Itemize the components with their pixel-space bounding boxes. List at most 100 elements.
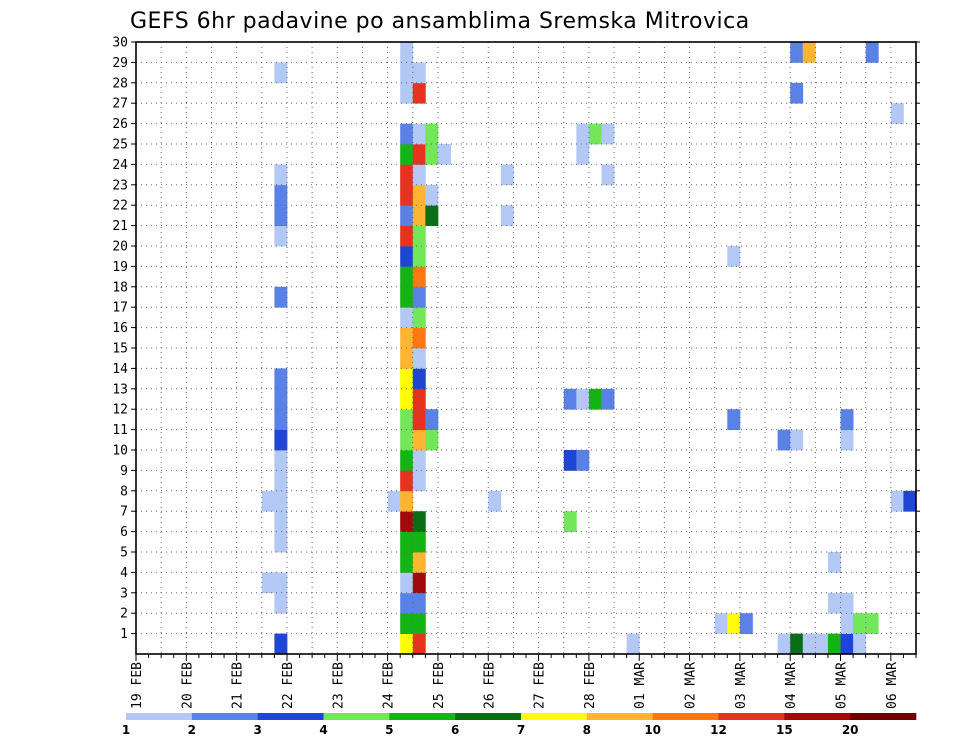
heatmap-cell xyxy=(727,613,741,634)
colorbar-label: 3 xyxy=(253,723,261,737)
heatmap-cell xyxy=(563,388,577,410)
colorbar-swatch xyxy=(191,713,258,720)
heatmap-cell xyxy=(576,144,590,165)
heatmap-cell xyxy=(576,123,590,145)
x-tick-label: 27 FEB xyxy=(533,662,548,709)
heatmap-cell xyxy=(412,144,426,165)
colorbar-label: 6 xyxy=(451,723,459,737)
heatmap-cell xyxy=(802,42,816,63)
y-tick-label: 10 xyxy=(112,444,128,459)
y-tick-label: 22 xyxy=(112,199,128,214)
heatmap-cell xyxy=(274,286,288,308)
heatmap-cell xyxy=(400,490,414,512)
y-axis-ticks: 1234567891011121314151617181920212223242… xyxy=(112,36,920,642)
heatmap-cell xyxy=(274,470,288,492)
colorbar-label: 10 xyxy=(644,723,661,737)
y-tick-label: 26 xyxy=(112,117,128,132)
heatmap-cell xyxy=(412,531,426,553)
y-tick-label: 20 xyxy=(112,240,128,255)
colorbar-swatch xyxy=(850,713,917,720)
colorbar-label: 12 xyxy=(710,723,727,737)
heatmap-cell xyxy=(274,450,288,471)
heatmap-cell xyxy=(601,388,615,410)
x-tick-label: 21 FEB xyxy=(231,662,246,709)
y-tick-label: 8 xyxy=(120,484,128,499)
heatmap-cell xyxy=(261,572,275,594)
colorbar-swatch xyxy=(455,713,522,720)
y-tick-label: 23 xyxy=(112,178,128,193)
x-tick-label: 28 FEB xyxy=(583,662,598,709)
heatmap-cell xyxy=(576,450,590,471)
heatmap-cell xyxy=(815,633,829,655)
x-tick-label: 04 MAR xyxy=(784,662,799,709)
heatmap-cell xyxy=(274,490,288,512)
y-tick-label: 11 xyxy=(112,423,128,438)
heatmap-cell xyxy=(400,613,414,634)
heatmap-cell xyxy=(400,450,414,471)
heatmap-cell xyxy=(274,368,288,390)
heatmap-cell xyxy=(274,388,288,410)
heatmap-cell xyxy=(400,429,414,451)
colorbar-label: 8 xyxy=(583,723,591,737)
colorbar: 1 2 3 4 5 6 7 8 10 12 15 20 xyxy=(122,713,917,737)
colorbar-label: 4 xyxy=(319,723,327,737)
heatmap-cell xyxy=(274,409,288,430)
heatmap-cell xyxy=(274,531,288,553)
heatmap-cell xyxy=(488,490,502,512)
y-tick-label: 4 xyxy=(120,566,128,581)
heatmap-cell xyxy=(412,266,426,288)
heatmap-cell xyxy=(400,572,414,594)
heatmap-cell xyxy=(412,82,426,104)
heatmap-cell xyxy=(840,409,854,430)
heatmap-cell xyxy=(425,205,439,226)
heatmap-cell xyxy=(412,225,426,247)
heatmap-cell xyxy=(412,286,426,308)
x-tick-label: 25 FEB xyxy=(432,662,447,709)
heatmap-cell xyxy=(890,490,904,512)
heatmap-cell xyxy=(274,572,288,594)
heatmap-cell xyxy=(790,633,804,655)
x-tick-label: 05 MAR xyxy=(835,662,850,709)
heatmap-cell xyxy=(601,123,615,145)
heatmap-cell xyxy=(865,613,879,634)
colorbar-label: 1 xyxy=(122,723,130,737)
heatmap-cell xyxy=(777,429,791,451)
heatmap-cell xyxy=(727,246,741,267)
y-tick-label: 18 xyxy=(112,280,128,295)
heatmap-cell xyxy=(412,184,426,206)
heatmap-cell xyxy=(400,164,414,186)
heatmap-cell xyxy=(840,429,854,451)
heatmap-cell xyxy=(827,592,841,614)
heatmap-cell xyxy=(387,490,401,512)
chart-grid xyxy=(136,42,916,654)
y-tick-label: 13 xyxy=(112,382,128,397)
heatmap-cell xyxy=(412,429,426,451)
heatmap-cell xyxy=(853,613,867,634)
y-tick-label: 12 xyxy=(112,403,128,418)
heatmap-cell xyxy=(274,511,288,532)
y-tick-label: 2 xyxy=(120,607,128,622)
heatmap-cell xyxy=(626,633,640,655)
heatmap-cell xyxy=(274,184,288,206)
y-tick-label: 3 xyxy=(120,586,128,601)
heatmap-cell xyxy=(853,633,867,655)
heatmap-cell xyxy=(274,62,288,84)
heatmap-cell xyxy=(790,82,804,104)
heatmap-cell xyxy=(802,633,816,655)
colorbar-swatch xyxy=(323,713,390,720)
heatmap-cell xyxy=(601,164,615,186)
heatmap-cell xyxy=(840,613,854,634)
heatmap-cell xyxy=(400,368,414,390)
heatmap-cell xyxy=(425,184,439,206)
y-tick-label: 1 xyxy=(120,627,128,642)
colorbar-swatch xyxy=(784,713,851,720)
heatmap-cell xyxy=(400,633,414,655)
heatmap-cell xyxy=(274,592,288,614)
heatmap-cell xyxy=(400,42,414,63)
heatmap-cell xyxy=(400,246,414,267)
heatmap-cell xyxy=(400,409,414,430)
y-tick-label: 28 xyxy=(112,76,128,91)
heatmap-cells xyxy=(261,42,917,655)
heatmap-cell xyxy=(274,164,288,186)
